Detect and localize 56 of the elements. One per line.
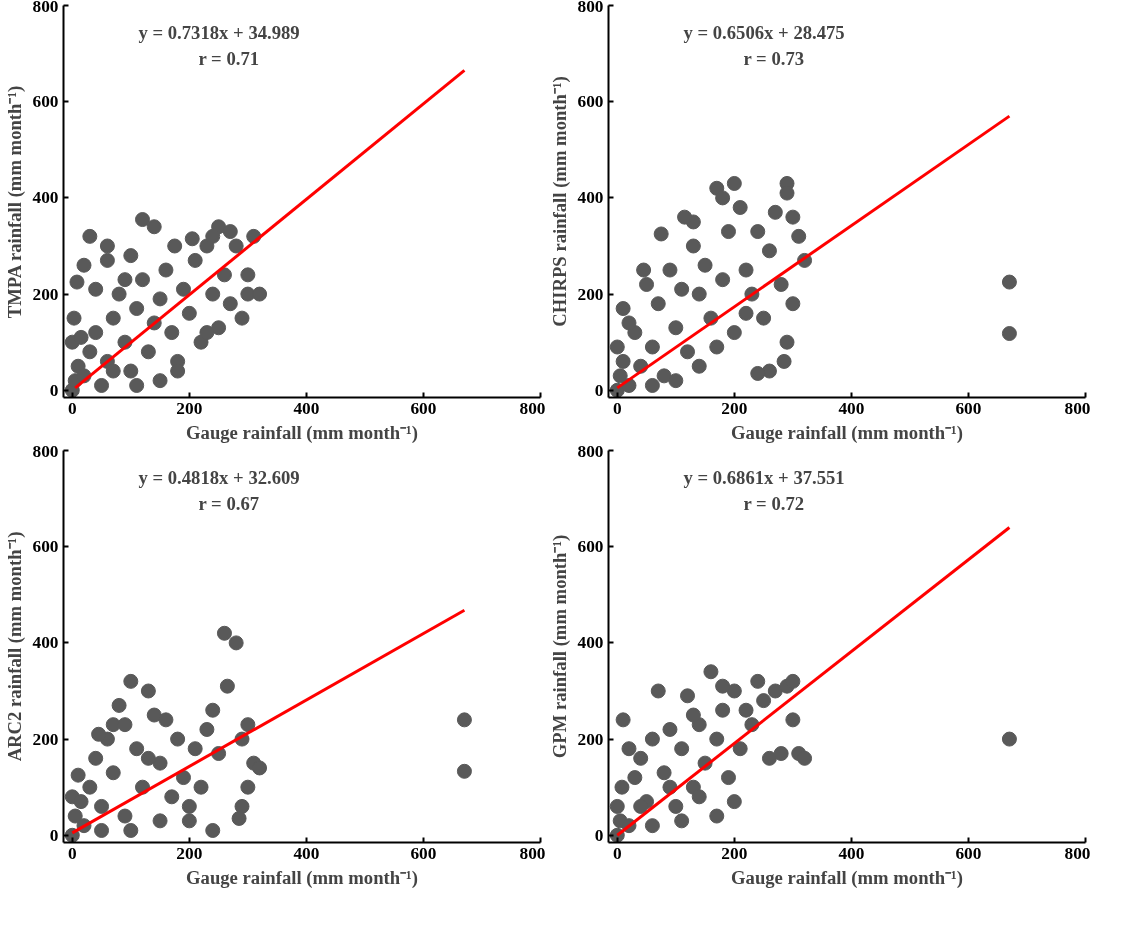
x-tick-label: 800 — [1064, 398, 1091, 418]
annotation: r = 0.71 — [198, 47, 260, 69]
y-axis-title: GPM rainfall (mm month⁻¹) — [548, 534, 571, 759]
annotation: r = 0.67 — [198, 492, 260, 514]
y-axis-title: ARC2 rainfall (mm month⁻¹) — [3, 531, 26, 762]
x-tick-label: 600 — [955, 843, 982, 863]
x-tick-label: 200 — [176, 843, 203, 863]
x-axis-title: Gauge rainfall (mm month⁻¹) — [731, 421, 963, 444]
x-tick-label: 0 — [67, 843, 77, 863]
annotation: y = 0.6506x + 28.475 — [683, 21, 845, 43]
y-tick-label: 200 — [577, 284, 604, 304]
y-tick-label: 400 — [32, 633, 59, 653]
y-axis-title: TMPA rainfall (mm month⁻¹) — [3, 85, 26, 319]
x-tick-label: 600 — [410, 398, 437, 418]
x-tick-label: 400 — [293, 398, 320, 418]
x-tick-label: 0 — [612, 843, 622, 863]
y-tick-label: 200 — [32, 729, 59, 749]
y-tick-label: 800 — [32, 0, 59, 16]
x-tick-label: 800 — [519, 398, 546, 418]
y-tick-label: 200 — [577, 729, 604, 749]
x-tick-label: 600 — [410, 843, 437, 863]
y-tick-label: 0 — [594, 380, 604, 400]
x-tick-label: 200 — [721, 843, 748, 863]
x-tick-label: 400 — [838, 843, 865, 863]
annotation: r = 0.73 — [743, 47, 805, 69]
x-tick-label: 400 — [293, 843, 320, 863]
annotation: y = 0.7318x + 34.989 — [138, 21, 300, 43]
x-tick-label: 200 — [176, 398, 203, 418]
y-tick-label: 600 — [32, 92, 59, 112]
y-tick-label: 600 — [577, 537, 604, 557]
y-tick-label: 0 — [594, 825, 604, 845]
y-tick-label: 800 — [577, 0, 604, 16]
y-tick-label: 600 — [577, 92, 604, 112]
y-axis-title: CHIRPS rainfall (mm month⁻¹) — [548, 76, 571, 327]
x-tick-label: 800 — [1064, 843, 1091, 863]
y-tick-label: 800 — [32, 441, 59, 461]
annotation: y = 0.4818x + 32.609 — [138, 466, 300, 488]
x-tick-label: 800 — [519, 843, 546, 863]
x-tick-label: 0 — [67, 398, 77, 418]
x-tick-label: 400 — [838, 398, 865, 418]
x-tick-label: 200 — [721, 398, 748, 418]
x-axis-title: Gauge rainfall (mm month⁻¹) — [186, 866, 418, 889]
y-tick-label: 600 — [32, 537, 59, 557]
annotation: r = 0.72 — [743, 492, 805, 514]
x-tick-label: 0 — [612, 398, 622, 418]
y-tick-label: 200 — [32, 284, 59, 304]
x-tick-label: 600 — [955, 398, 982, 418]
x-axis-title: Gauge rainfall (mm month⁻¹) — [731, 866, 963, 889]
annotation: y = 0.6861x + 37.551 — [683, 466, 845, 488]
y-tick-label: 0 — [49, 380, 59, 400]
y-tick-label: 0 — [49, 825, 59, 845]
y-tick-label: 800 — [577, 441, 604, 461]
y-tick-label: 400 — [32, 188, 59, 208]
y-tick-label: 400 — [577, 633, 604, 653]
y-tick-label: 400 — [577, 188, 604, 208]
x-axis-title: Gauge rainfall (mm month⁻¹) — [186, 421, 418, 444]
